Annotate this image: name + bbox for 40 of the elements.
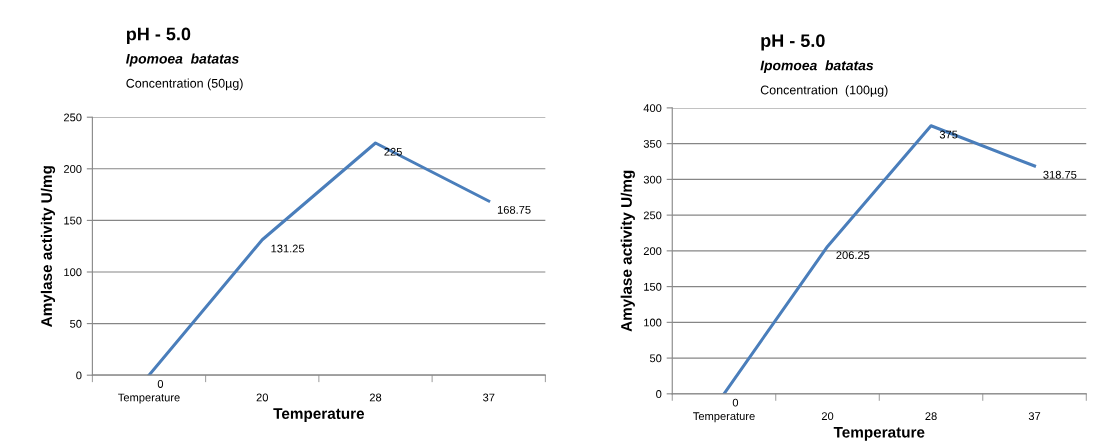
text: Concentration (100µg) [760, 85, 888, 97]
x-axis-title: Temperature [833, 426, 925, 441]
x-tick-label: Temperature [118, 393, 180, 404]
y-tick-label: 150 [644, 282, 662, 291]
line-series [722, 124, 1037, 394]
data-label: 318.75 [1043, 170, 1077, 179]
x-tick-label: 37 [1028, 412, 1041, 421]
y-axis-title: Amylase activity U/mg [40, 166, 56, 327]
y-tick-label: 0 [76, 371, 82, 380]
y-tick-label: 250 [63, 113, 82, 122]
x-tick-label: 37 [482, 393, 495, 402]
y-tick-label: 50 [649, 354, 662, 363]
y-tick-label: 200 [643, 247, 662, 255]
data-label: 206.25 [836, 251, 870, 260]
x-tick-label: 28 [369, 393, 382, 402]
data-label: 0 [157, 380, 164, 388]
y-axis-title: Amylase activity U/mg [620, 170, 635, 332]
text: Concentration (50µg) [126, 78, 243, 91]
y-tick-label: 200 [63, 165, 82, 173]
y-tick-label: 100 [644, 318, 662, 327]
x-tick-label: 28 [925, 412, 937, 421]
y-tick-label: 150 [64, 216, 82, 225]
y-tick-label: 100 [64, 268, 82, 277]
y-tick-label: 0 [656, 390, 662, 398]
data-label: 0 [732, 398, 739, 407]
line-series [147, 141, 491, 376]
chart-subtitle: Ipomoea batatas [760, 60, 874, 74]
x-tick-label: 20 [256, 393, 268, 402]
chart-title: pH - 5.0 [761, 34, 825, 51]
data-label: 168.75 [497, 205, 531, 214]
y-tick-label: 50 [70, 319, 82, 328]
data-label: 131.25 [271, 244, 305, 253]
chart-subtitle: Ipomoea batatas [126, 53, 239, 67]
chart-title: pH - 5.0 [126, 27, 191, 44]
y-tick-label: 250 [643, 211, 662, 220]
y-tick-label: 300 [643, 175, 662, 184]
x-tick-label: 20 [821, 412, 834, 421]
y-tick-label: 350 [643, 139, 662, 148]
y-tick-label: 400 [643, 104, 662, 113]
x-tick-label: Temperature [693, 412, 755, 423]
